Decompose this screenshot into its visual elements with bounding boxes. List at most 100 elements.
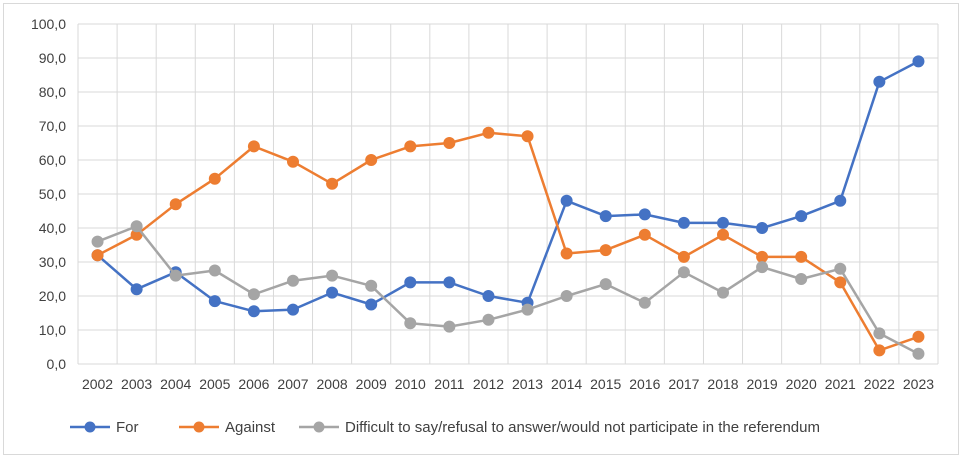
x-tick-label: 2018 (707, 376, 738, 392)
legend-swatch-marker (193, 421, 205, 433)
data-point (287, 274, 299, 287)
data-point (717, 228, 729, 241)
gridlines (77, 23, 939, 365)
legend: For Against Difficult to say/refusal to an… (70, 419, 820, 436)
data-point (560, 194, 573, 207)
x-tick-label: 2010 (395, 376, 426, 392)
y-tick-label: 80,0 (39, 84, 66, 100)
series-line (97, 225, 920, 355)
data-point (677, 266, 690, 279)
y-tick-label: 0,0 (47, 356, 67, 372)
data-point (208, 264, 221, 277)
data-point (326, 177, 339, 190)
data-point (208, 172, 221, 185)
data-point (287, 155, 299, 168)
x-tick-label: 2012 (473, 376, 504, 392)
data-point (756, 261, 769, 274)
data-point (795, 210, 808, 223)
x-tick-label: 2009 (356, 376, 387, 392)
legend-label: For (116, 419, 139, 436)
x-tick-label: 2015 (590, 376, 621, 392)
data-point (560, 247, 573, 260)
series-2 (91, 126, 925, 357)
data-point (834, 276, 847, 289)
data-point (247, 305, 260, 318)
data-point (482, 126, 495, 139)
data-point (756, 222, 769, 234)
y-tick-label: 50,0 (39, 186, 66, 202)
data-point (599, 278, 612, 291)
data-point (521, 130, 534, 143)
legend-item-1: For (70, 419, 139, 436)
x-tick-label: 2023 (903, 376, 934, 392)
x-tick-label: 2020 (786, 376, 817, 392)
data-point (873, 327, 886, 340)
x-tick-label: 2004 (160, 376, 191, 392)
data-point (834, 262, 847, 275)
data-point (130, 220, 143, 233)
data-point (130, 283, 143, 296)
y-tick-label: 10,0 (39, 322, 66, 338)
data-point (169, 198, 182, 211)
data-point (91, 249, 104, 262)
series-line (96, 131, 919, 352)
x-tick-label: 2003 (121, 376, 152, 392)
data-point (873, 344, 886, 357)
x-tick-label: 2019 (747, 376, 778, 392)
y-tick-label: 20,0 (39, 288, 66, 304)
x-tick-label: 2022 (864, 376, 895, 392)
data-point (365, 298, 378, 311)
data-point (912, 330, 925, 343)
y-tick-label: 30,0 (39, 254, 66, 270)
data-point (599, 210, 612, 223)
data-point (599, 244, 612, 257)
data-point (482, 290, 495, 302)
x-tick-label: 2005 (199, 376, 230, 392)
data-point (404, 140, 417, 153)
x-tick-label: 2007 (277, 376, 308, 392)
x-tick-label: 2011 (434, 376, 464, 392)
x-tick-label: 2013 (512, 376, 543, 392)
chart-frame (3, 3, 959, 455)
y-axis-ticks: 0,0 10,0 20,0 30,0 40,0 50,0 60,0 70,0 80,0 90,0 1… (31, 16, 66, 372)
x-tick-label: 2014 (551, 376, 582, 392)
y-tick-label: 90,0 (39, 50, 66, 66)
legend-label: Difficult to say/refusal to answer/would… (345, 419, 820, 436)
legend-label: Against (225, 419, 276, 436)
legend-item-2: Against (179, 419, 276, 436)
x-tick-label: 2016 (629, 376, 660, 392)
data-point (795, 273, 808, 285)
data-point (873, 75, 886, 88)
data-point (443, 320, 456, 333)
data-point (677, 250, 690, 263)
y-tick-label: 60,0 (39, 152, 66, 168)
data-point (521, 303, 534, 316)
data-point (326, 269, 339, 282)
data-point (717, 286, 729, 299)
data-point (169, 269, 182, 282)
data-point (638, 208, 651, 221)
y-tick-label: 40,0 (39, 220, 66, 236)
series-group (91, 55, 925, 360)
data-point (365, 279, 378, 292)
data-point (91, 235, 104, 248)
data-point (638, 296, 651, 309)
series-line (96, 60, 920, 313)
data-point (638, 228, 651, 241)
x-tick-label: 2021 (825, 376, 856, 392)
data-point (326, 286, 339, 299)
data-point (677, 216, 690, 229)
data-point (247, 288, 260, 301)
data-point (287, 303, 299, 316)
data-point (560, 290, 573, 302)
data-point (834, 194, 847, 207)
x-tick-label: 2006 (238, 376, 269, 392)
data-point (482, 313, 495, 326)
x-tick-label: 2008 (317, 376, 348, 392)
legend-swatch-marker (313, 421, 325, 433)
legend-item-3: Difficult to say/refusal to answer/would… (299, 419, 820, 436)
data-point (912, 347, 925, 360)
y-tick-label: 70,0 (39, 118, 66, 134)
data-point (717, 216, 729, 229)
